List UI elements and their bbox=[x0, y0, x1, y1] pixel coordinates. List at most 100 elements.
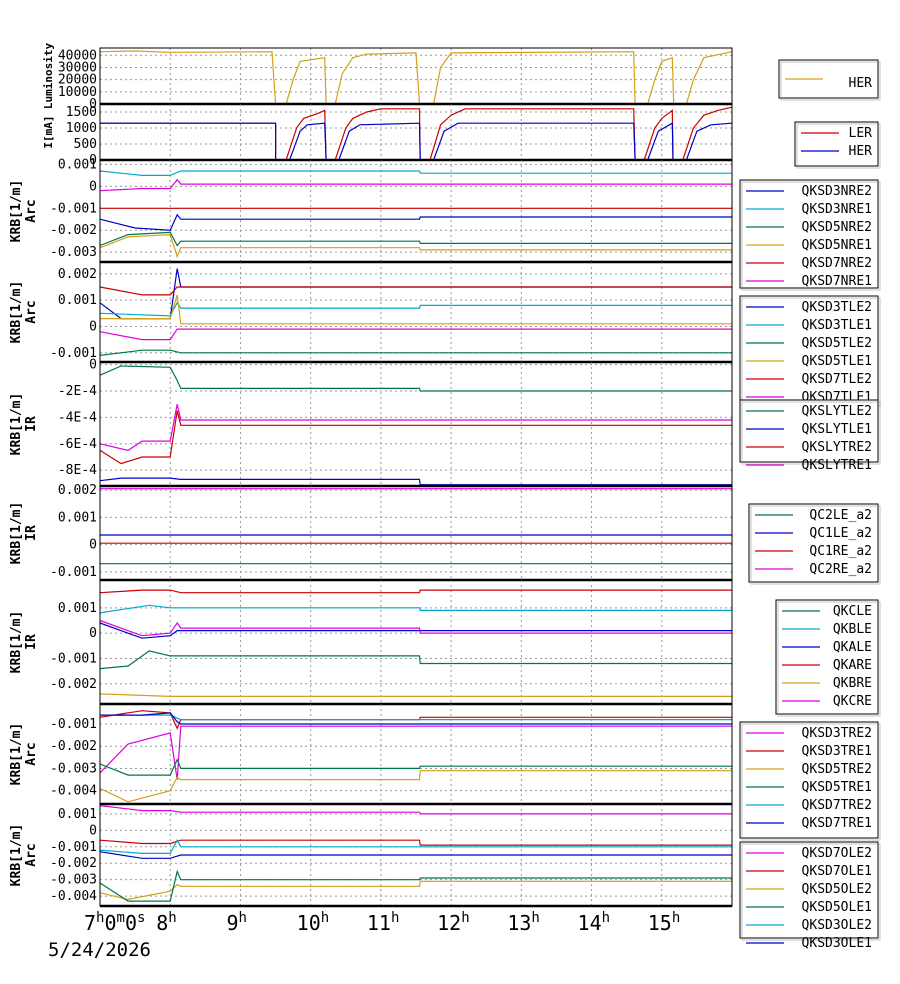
legend-box bbox=[739, 841, 879, 939]
legend-label: QKSLYTRE2 bbox=[802, 440, 872, 455]
legend-label: QKSD7TRE1 bbox=[802, 816, 872, 831]
legend-1: HER bbox=[778, 59, 881, 101]
series-line-qksd5tre1 bbox=[99, 758, 732, 776]
legend-label: QKSD7NRE2 bbox=[802, 256, 872, 271]
y-tick-label: -0.001 bbox=[50, 346, 97, 361]
x-tick-label: 13h bbox=[507, 910, 540, 935]
y-tick-label: -0.001 bbox=[50, 840, 97, 855]
legend-label: QKSLYTLE1 bbox=[802, 422, 872, 437]
panel-6: 0.002 0.001 0 -0.001 KRB[1/m]IR bbox=[9, 483, 733, 582]
panel-5: 0 -2E-4 -4E-4 -6E-4 -8E-4 KRB[1/m]IR bbox=[9, 358, 733, 488]
y-tick-label: -0.002 bbox=[50, 739, 97, 754]
y-tick-label: 1000 bbox=[66, 121, 97, 136]
y-axis-label: KRB[1/m]IR bbox=[9, 393, 39, 456]
legend-label: QKSD5OLE2 bbox=[802, 882, 872, 897]
y-axis-label: KRB[1/m]IR bbox=[9, 611, 39, 674]
legend-label: QKSD5NRE1 bbox=[802, 238, 872, 253]
series-line-qksd5nre2 bbox=[99, 231, 732, 247]
y-tick-label: 0 bbox=[89, 153, 97, 168]
legend-label: LER bbox=[849, 126, 873, 141]
legend-shadow bbox=[741, 723, 881, 841]
y-tick-label: -0.002 bbox=[50, 223, 97, 238]
y-tick-label: 30000 bbox=[58, 60, 97, 75]
y-axis-label: KRB[1/m]Arc bbox=[9, 824, 39, 887]
x-axis: 7h0m0s 8h 9h 10h 11h 12h 13h 14h 15h 5/24/2026 bbox=[48, 910, 680, 961]
chart-legends: HERLERHERQKSD3NRE2QKSD3NRE1QKSD5NRE2QKSD… bbox=[739, 59, 881, 951]
legend-label: QKSD7TRE2 bbox=[802, 798, 872, 813]
y-tick-label: -0.002 bbox=[50, 677, 97, 692]
panel-frame bbox=[99, 485, 733, 581]
legend-label: QC1RE_a2 bbox=[809, 544, 872, 559]
series-line-qkcre bbox=[99, 619, 732, 637]
legend-5: QKSLYTLE2 QKSLYTLE1 QKSLYTRE2 QKSLYTRE1 bbox=[739, 399, 881, 473]
legend-label: QKSD7NRE1 bbox=[802, 274, 872, 289]
y-tick-label: 0.001 bbox=[58, 510, 97, 525]
y-tick-label: 40000 bbox=[58, 48, 97, 63]
legend-label: QKCRE bbox=[833, 694, 872, 709]
legend-label: QC1LE_a2 bbox=[809, 526, 872, 541]
series-line-qksd7ole2 bbox=[99, 805, 732, 815]
y-tick-label: 0.001 bbox=[58, 601, 97, 616]
legend-label: QC2RE_a2 bbox=[809, 562, 872, 577]
series-line-qksd3ole2 bbox=[99, 838, 732, 855]
legend-label: QKSD3NRE1 bbox=[802, 202, 872, 217]
y-tick-label: 0 bbox=[89, 626, 97, 641]
y-tick-label: -0.001 bbox=[50, 201, 97, 216]
panel-frame bbox=[99, 361, 733, 487]
series-line-qksd3nre1 bbox=[99, 170, 732, 176]
legend-4: QKSD3TLE2 QKSD3TLE1 QKSD5TLE2 QKSD5TLE1 QKSD… bbox=[739, 295, 881, 407]
y-tick-label: 0.002 bbox=[58, 267, 97, 282]
legend-6: QC2LE_a2 QC1LE_a2 QC1RE_a2 QC2RE_a2 bbox=[748, 503, 881, 585]
y-tick-label: 500 bbox=[74, 137, 97, 152]
legend-label: QKSD3TRE2 bbox=[802, 726, 872, 741]
y-tick-label: 0 bbox=[89, 358, 97, 373]
legend-3: QKSD3NRE2 QKSD3NRE1 QKSD5NRE2 QKSD5NRE1 QKSD… bbox=[739, 179, 881, 291]
legend-8: QKSD3TRE2 QKSD3TRE1 QKSD5TRE2 QKSD5TRE1 QKSD… bbox=[739, 721, 881, 841]
series-line-qksd5tle2 bbox=[99, 349, 732, 356]
series-line-qksd3ole1 bbox=[99, 851, 732, 859]
panel-frame bbox=[99, 159, 733, 263]
series-line-qkare bbox=[99, 589, 732, 594]
series-line-qkslytle2 bbox=[99, 365, 732, 392]
series-line-qksd7tle2 bbox=[99, 286, 732, 296]
legend-label: HER bbox=[849, 76, 873, 91]
legend-box bbox=[794, 121, 879, 167]
legend-box bbox=[739, 295, 879, 405]
series-line-qksd5nre1 bbox=[99, 233, 732, 259]
series-line-qksd3tle2 bbox=[99, 268, 732, 320]
legend-shadow bbox=[741, 401, 881, 465]
legend-label: QC2LE_a2 bbox=[809, 508, 872, 523]
series-line-ler bbox=[100, 106, 733, 161]
y-tick-label: -4E-4 bbox=[58, 410, 97, 425]
series-line-qksd3nre2 bbox=[99, 213, 732, 231]
series-line-qkslytre1 bbox=[99, 404, 732, 452]
legend-box bbox=[739, 179, 879, 289]
x-tick-label: 9h bbox=[226, 910, 246, 935]
y-tick-label: 0.001 bbox=[58, 293, 97, 308]
legend-label: QKALE bbox=[833, 640, 872, 655]
series-line-qksd7tre1 bbox=[100, 712, 732, 725]
y-tick-label: 0.001 bbox=[58, 807, 97, 822]
legend-label: QKSD3OLE1 bbox=[802, 936, 872, 951]
x-tick-label: 12h bbox=[437, 910, 470, 935]
panel-8: -0.001 -0.002 -0.003 -0.004 KRB[1/m]Arc bbox=[9, 703, 733, 806]
y-tick-label: 0 bbox=[89, 179, 97, 194]
series-line-qksd5ole2 bbox=[99, 880, 732, 901]
x-tick-label: 10h bbox=[297, 910, 330, 935]
legend-box bbox=[739, 399, 879, 463]
y-axis-label: KRB[1/m]Arc bbox=[9, 180, 39, 243]
legend-label: QKSD7TLE2 bbox=[802, 372, 872, 387]
legend-7: QKCLE QKBLE QKALE QKARE QKBRE QKCRE bbox=[775, 599, 881, 717]
y-tick-label: -6E-4 bbox=[58, 437, 97, 452]
y-axis-label: KRB[1/m]IR bbox=[9, 502, 39, 565]
y-tick-label: -0.001 bbox=[50, 565, 97, 580]
legend-label: QKSD5TLE1 bbox=[802, 354, 872, 369]
y-axis-label: KRB[1/m]Arc bbox=[9, 723, 39, 786]
legend-label: QKSD5OLE1 bbox=[802, 900, 872, 915]
y-tick-label: -0.002 bbox=[50, 856, 97, 871]
y-tick-label: -2E-4 bbox=[58, 384, 97, 399]
series-line-qkslytle1 bbox=[99, 477, 732, 486]
